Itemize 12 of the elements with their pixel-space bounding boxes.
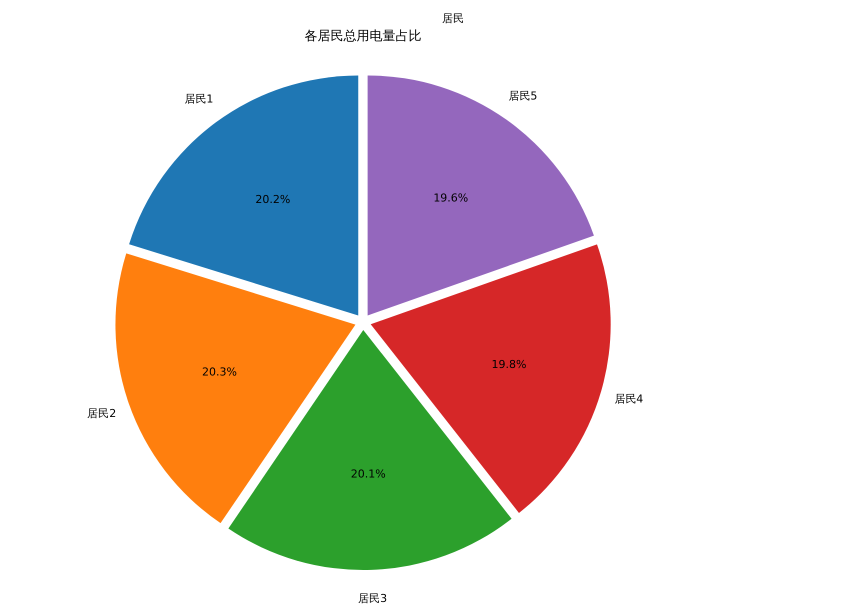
slice-label: 居民4 [614, 392, 644, 406]
slice-label: 居民1 [184, 92, 214, 106]
slice-label: 居民5 [508, 90, 538, 103]
slice-label: 居民2 [87, 406, 116, 420]
data-label: 19.6% [433, 191, 468, 204]
data-label: 20.2% [255, 193, 290, 206]
data-label: 20.3% [202, 366, 237, 379]
data-label: 20.1% [350, 467, 386, 480]
slice-label: 居民3 [358, 592, 388, 606]
data-label: 19.8% [491, 358, 526, 371]
chart-title: 各居民总用电量占比 [304, 29, 422, 44]
text: 居民 [442, 12, 464, 25]
